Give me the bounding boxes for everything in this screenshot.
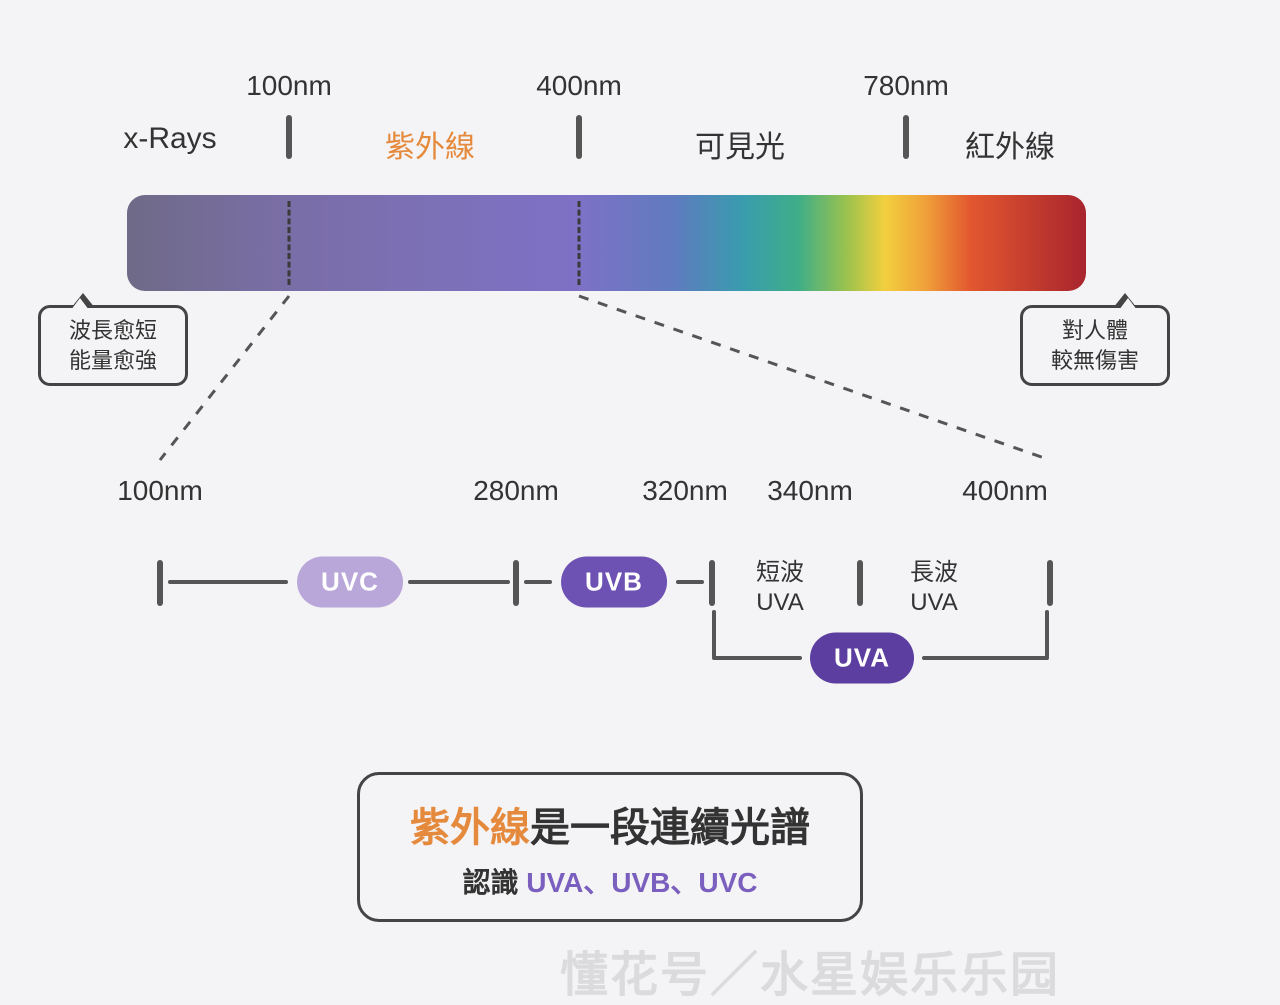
spectrum-divider-dash [288, 201, 291, 285]
uv-tick [857, 560, 863, 606]
wavelength-tick [286, 115, 292, 159]
wavelength-marker-label: 100nm [246, 70, 332, 102]
uv-marker-label: 100nm [117, 475, 203, 507]
spectrum-bar [127, 195, 1086, 291]
spectrum-region-label: 紫外線 [385, 122, 475, 166]
uv-sublabel: 短波UVA [756, 558, 804, 618]
uv-pill-uvb: UVB [561, 557, 667, 608]
uv-marker-label: 340nm [767, 475, 853, 507]
uv-tick [513, 560, 519, 606]
uv-pill-uva: UVA [810, 633, 914, 684]
note-text: 對人體較無傷害 [1051, 318, 1139, 373]
uv-marker-label: 320nm [642, 475, 728, 507]
uv-tick [1047, 560, 1053, 606]
spectrum-region-label: x-Rays [123, 122, 216, 156]
summary-subtitle: 認識 UVA、UVB、UVC [410, 861, 810, 901]
uv-pill-uvc: UVC [297, 557, 403, 608]
wavelength-tick [903, 115, 909, 159]
wavelength-marker-label: 400nm [536, 70, 622, 102]
wavelength-tick [576, 115, 582, 159]
uv-marker-label: 280nm [473, 475, 559, 507]
summary-box: 紫外線是一段連續光譜 認識 UVA、UVB、UVC [357, 772, 863, 922]
note-text: 波長愈短能量愈強 [69, 318, 157, 373]
note-long-wavelength: 對人體較無傷害 [1020, 305, 1170, 386]
spectrum-region-label: 可見光 [695, 122, 785, 166]
wavelength-marker-label: 780nm [863, 70, 949, 102]
note-short-wavelength: 波長愈短能量愈強 [38, 305, 188, 386]
spectrum-region-label: 紅外線 [965, 122, 1055, 166]
spectrum-divider-dash [578, 201, 581, 285]
summary-title: 紫外線是一段連續光譜 [410, 795, 810, 853]
uv-tick [709, 560, 715, 606]
uv-marker-label: 400nm [962, 475, 1048, 507]
uv-tick [157, 560, 163, 606]
watermark-text: 懂花号／水星娱乐乐园 [560, 935, 1060, 1005]
uv-sublabel: 長波UVA [910, 558, 958, 618]
